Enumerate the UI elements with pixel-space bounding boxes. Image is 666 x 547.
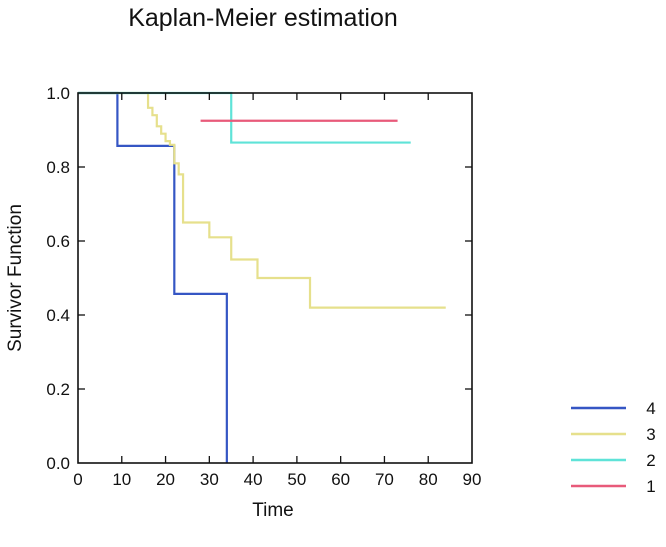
x-tick-label: 60: [331, 470, 350, 489]
series-3-line: [78, 91, 446, 309]
x-tick-label: 80: [419, 470, 438, 489]
legend: 4 3 2 1: [571, 399, 656, 496]
plot-frame: [77, 92, 473, 464]
series-layer: [78, 91, 446, 463]
y-tick-label: 0.4: [46, 306, 70, 325]
y-tick-label: 0.0: [46, 454, 70, 473]
y-tick-label: 0.6: [46, 232, 70, 251]
legend-label-1: 1: [646, 477, 655, 496]
x-tick-label: 20: [156, 470, 175, 489]
x-tick-label: 50: [287, 470, 306, 489]
x-tick-label: 70: [375, 470, 394, 489]
y-axis-label: Survivor Function: [5, 204, 26, 352]
ticks-layer: 0 10 20 30 40 50 60 70 80 90 0.0 0.2 0.4 0.6 0.8 1.0: [46, 84, 481, 489]
chart-title: Kaplan-Meier estimation: [128, 4, 398, 32]
x-tick-label: 90: [463, 470, 482, 489]
legend-label-4: 4: [646, 399, 655, 418]
x-tick-label: 30: [200, 470, 219, 489]
y-tick-label: 1.0: [46, 84, 70, 103]
legend-label-3: 3: [646, 425, 655, 444]
y-tick-label: 0.2: [46, 380, 70, 399]
y-tick-label: 0.8: [46, 158, 70, 177]
series-2-line: [78, 91, 411, 144]
x-axis-label: Time: [252, 500, 294, 521]
x-tick-label: 0: [73, 470, 82, 489]
series-4-line: [78, 91, 228, 463]
x-tick-label: 40: [244, 470, 263, 489]
x-tick-label: 10: [112, 470, 131, 489]
legend-label-2: 2: [646, 451, 655, 470]
